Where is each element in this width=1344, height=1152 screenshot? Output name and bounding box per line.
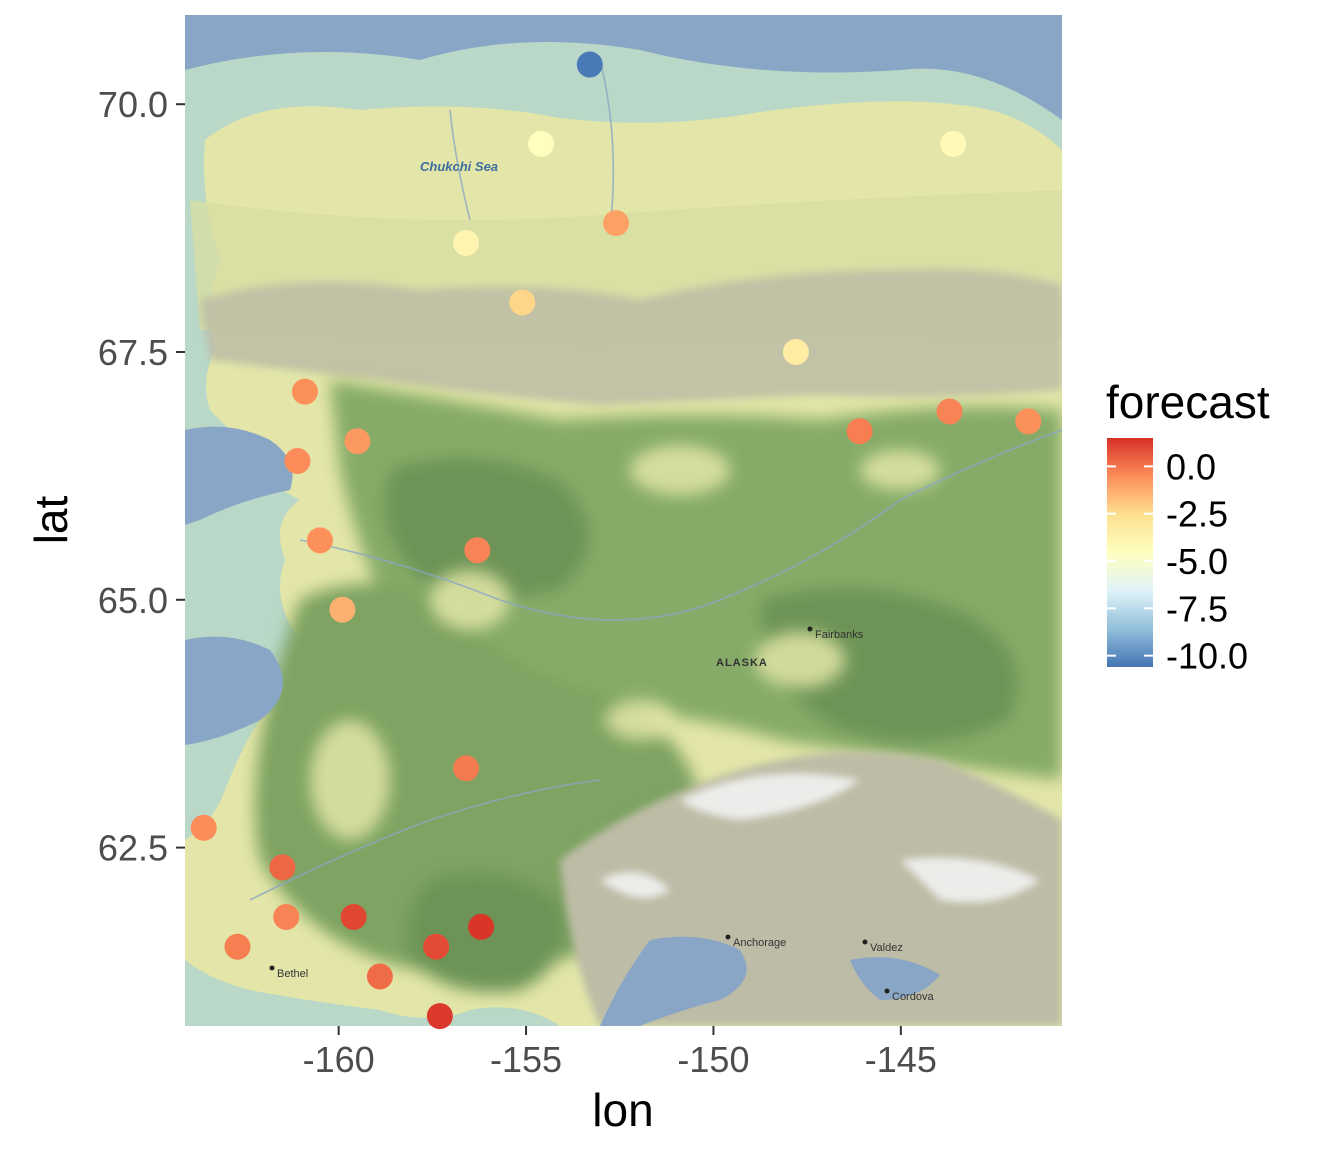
city-marker [725,934,731,940]
legend-label: -10.0 [1166,636,1248,677]
legend-colorbar [1107,438,1153,667]
forecast-point-2 [528,130,555,157]
legend-label: 0.0 [1166,446,1216,487]
legend-label: -2.5 [1166,494,1228,535]
forecast-point-22 [468,913,495,940]
sea-label: Chukchi Sea [420,159,498,174]
city-label-valdez: Valdez [870,942,903,954]
x-tick-label: -150 [677,1039,749,1080]
x-tick-label: -145 [865,1039,937,1080]
forecast-point-26 [426,1003,453,1030]
forecast-point-7 [782,339,809,365]
forecast-point-25 [366,963,393,990]
x-tick-label: -155 [490,1039,562,1080]
forecast-points [190,51,1042,1030]
forecast-point-23 [423,933,450,960]
forecast-point-18 [190,814,217,841]
y-tick-label: 62.5 [98,828,168,869]
forecast-point-4 [603,210,630,237]
forecast-point-24 [224,933,251,960]
x-tick-label: -160 [303,1039,375,1080]
state-label: ALASKA [716,657,768,669]
city-marker [884,988,890,994]
forecast-point-20 [273,903,300,930]
forecast-point-21 [340,903,367,930]
basemap-terrain: Chukchi Sea ALASKA Fairbanks Anchorage V… [185,15,1062,1026]
forecast-point-12 [344,428,371,455]
norton-sound [185,636,283,745]
y-tick-label: 67.5 [98,332,168,373]
forecast-point-8 [291,378,318,405]
forecast-point-9 [936,398,963,425]
forecast-point-19 [269,854,296,881]
forecast-point-16 [329,596,356,623]
city-label-anchorage: Anchorage [733,937,786,949]
legend-title: forecast [1106,376,1270,428]
x-axis: -160 -155 -150 -145 [303,1026,937,1080]
cook-inlet [600,936,747,1026]
y-tick-label: 65.0 [98,580,168,621]
y-axis: 62.5 65.0 67.5 70.0 [98,84,185,869]
city-label-bethel: Bethel [277,968,308,980]
forecast-point-10 [1015,408,1042,435]
legend-label: -5.0 [1166,541,1228,582]
city-marker [269,965,275,971]
rivers [249,59,1062,901]
forecast-point-15 [464,537,491,564]
city-label-cordova: Cordova [892,991,934,1003]
forecast-point-13 [284,448,311,475]
city-marker [807,626,813,632]
city-marker [862,939,868,945]
legend-label: -7.5 [1166,588,1228,629]
color-legend: forecast 0.0 -2.5 -5.0 -7.5 -10.0 [1106,376,1270,677]
forecast-point-3 [940,130,967,157]
forecast-point-6 [509,289,536,316]
forecast-point-14 [306,527,333,554]
y-tick-label: 70.0 [98,84,168,125]
forecast-point-17 [453,755,480,782]
kotzebue-sound [185,426,293,525]
x-axis-title: lon [592,1084,653,1136]
brooks-range [200,269,1062,405]
city-label-fairbanks: Fairbanks [815,629,864,641]
forecast-point-5 [453,229,480,256]
y-axis-title: lat [25,495,77,544]
forecast-point-1 [576,51,603,78]
forecast-point-11 [846,418,873,445]
